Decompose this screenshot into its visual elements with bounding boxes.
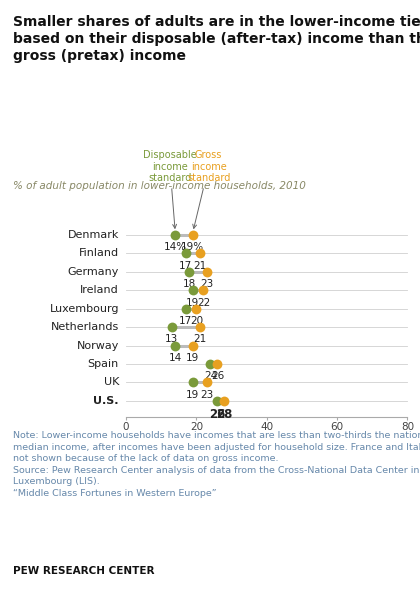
Text: % of adult population in lower-income households, 2010: % of adult population in lower-income ho… bbox=[13, 181, 305, 192]
Text: 17: 17 bbox=[179, 316, 192, 326]
Point bbox=[200, 286, 207, 295]
Point bbox=[189, 286, 196, 295]
Text: Finland: Finland bbox=[79, 248, 119, 258]
Text: 19%: 19% bbox=[181, 242, 205, 252]
Text: 20: 20 bbox=[190, 316, 203, 326]
Text: 23: 23 bbox=[200, 390, 213, 400]
Point bbox=[214, 359, 221, 369]
Text: PEW RESEARCH CENTER: PEW RESEARCH CENTER bbox=[13, 566, 154, 576]
Point bbox=[193, 304, 200, 314]
Text: 19: 19 bbox=[186, 390, 200, 400]
Point bbox=[172, 230, 178, 240]
Text: 19: 19 bbox=[186, 353, 200, 363]
Text: Disposable
income
standard: Disposable income standard bbox=[143, 150, 197, 228]
Text: Note: Lower-income households have incomes that are less than two-thirds the nat: Note: Lower-income households have incom… bbox=[13, 431, 420, 497]
Point bbox=[204, 378, 210, 387]
Text: 19: 19 bbox=[186, 298, 200, 308]
Text: 26: 26 bbox=[209, 408, 226, 421]
Text: 14%: 14% bbox=[164, 242, 187, 252]
Text: 22: 22 bbox=[197, 298, 210, 308]
Text: Smaller shares of adults are in the lower-income tier
based on their disposable : Smaller shares of adults are in the lowe… bbox=[13, 15, 420, 64]
Text: 14: 14 bbox=[168, 353, 182, 363]
Text: U.S.: U.S. bbox=[94, 396, 119, 406]
Text: 21: 21 bbox=[193, 334, 207, 345]
Text: Denmark: Denmark bbox=[68, 230, 119, 240]
Text: 26: 26 bbox=[211, 371, 224, 381]
Text: 23: 23 bbox=[200, 279, 213, 289]
Text: 21: 21 bbox=[193, 261, 207, 271]
Point bbox=[168, 322, 175, 332]
Text: 28: 28 bbox=[216, 408, 233, 421]
Text: Gross
income
standard: Gross income standard bbox=[187, 150, 230, 228]
Point bbox=[186, 267, 193, 277]
Text: 13: 13 bbox=[165, 334, 178, 345]
Point bbox=[182, 249, 189, 258]
Text: Luxembourg: Luxembourg bbox=[50, 303, 119, 314]
Point bbox=[197, 249, 203, 258]
Point bbox=[197, 322, 203, 332]
Point bbox=[214, 396, 221, 406]
Text: UK: UK bbox=[104, 377, 119, 387]
Point bbox=[204, 267, 210, 277]
Text: Norway: Norway bbox=[76, 340, 119, 350]
Text: Netherlands: Netherlands bbox=[51, 322, 119, 332]
Text: 18: 18 bbox=[183, 279, 196, 289]
Text: 17: 17 bbox=[179, 261, 192, 271]
Text: Spain: Spain bbox=[88, 359, 119, 369]
Point bbox=[221, 396, 228, 406]
Text: 24: 24 bbox=[204, 371, 217, 381]
Text: Germany: Germany bbox=[68, 267, 119, 277]
Text: Ireland: Ireland bbox=[80, 285, 119, 295]
Point bbox=[207, 359, 214, 369]
Point bbox=[189, 378, 196, 387]
Point bbox=[189, 341, 196, 350]
Point bbox=[172, 341, 178, 350]
Point bbox=[182, 304, 189, 314]
Point bbox=[189, 230, 196, 240]
